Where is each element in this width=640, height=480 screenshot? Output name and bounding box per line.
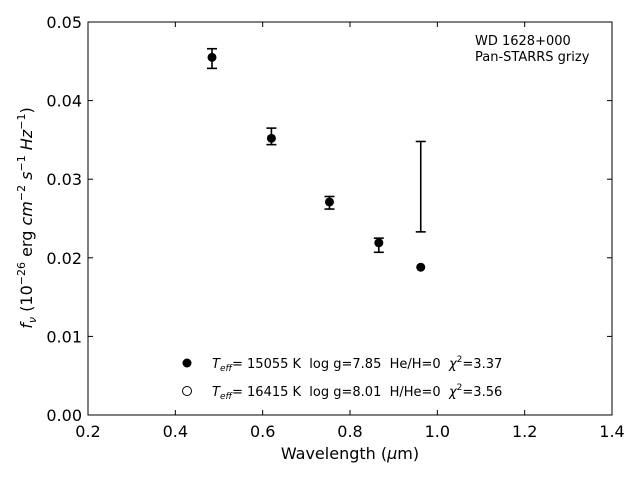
y-tick-label: 0.04 (46, 92, 82, 111)
legend-entry-1: Teff= 15055 K log g=7.85 He/H=0 χ2=3.37 (212, 355, 502, 374)
legend-marker-open (182, 386, 192, 396)
y-tick-label: 0.02 (46, 249, 82, 268)
x-tick-label: 1.0 (425, 422, 450, 441)
y-tick-label: 0.00 (46, 406, 82, 425)
y-axis-label: fν (10−26 erg cm−2 s−1 Hz−1) (15, 107, 39, 328)
annotation-line-1: WD 1628+000 (475, 34, 571, 49)
x-tick-label: 0.4 (163, 422, 188, 441)
x-axis-label: Wavelength (μm) (281, 444, 419, 463)
model-point (416, 262, 426, 272)
legend: Teff= 15055 K log g=7.85 He/H=0 χ2=3.37 … (182, 355, 502, 402)
x-tick-label: 1.2 (512, 422, 537, 441)
legend-marker-filled (182, 358, 192, 368)
model-point (207, 52, 217, 62)
annotation-line-2: Pan-STARRS grizy (475, 50, 590, 65)
observed-errorbar (415, 140, 426, 233)
y-tick-label: 0.01 (46, 327, 82, 346)
model-point (266, 133, 276, 143)
x-tick-label: 0.8 (337, 422, 362, 441)
legend-entry-2: Teff= 16415 K log g=8.01 H/He=0 χ2=3.56 (212, 383, 502, 402)
model-point (374, 238, 384, 248)
y-tick-label: 0.05 (46, 13, 82, 32)
x-tick-label: 1.4 (599, 422, 624, 441)
x-tick-label: 0.6 (250, 422, 275, 441)
y-tick-label: 0.03 (46, 170, 82, 189)
x-tick-label: 0.2 (75, 422, 100, 441)
model-point (324, 197, 334, 207)
